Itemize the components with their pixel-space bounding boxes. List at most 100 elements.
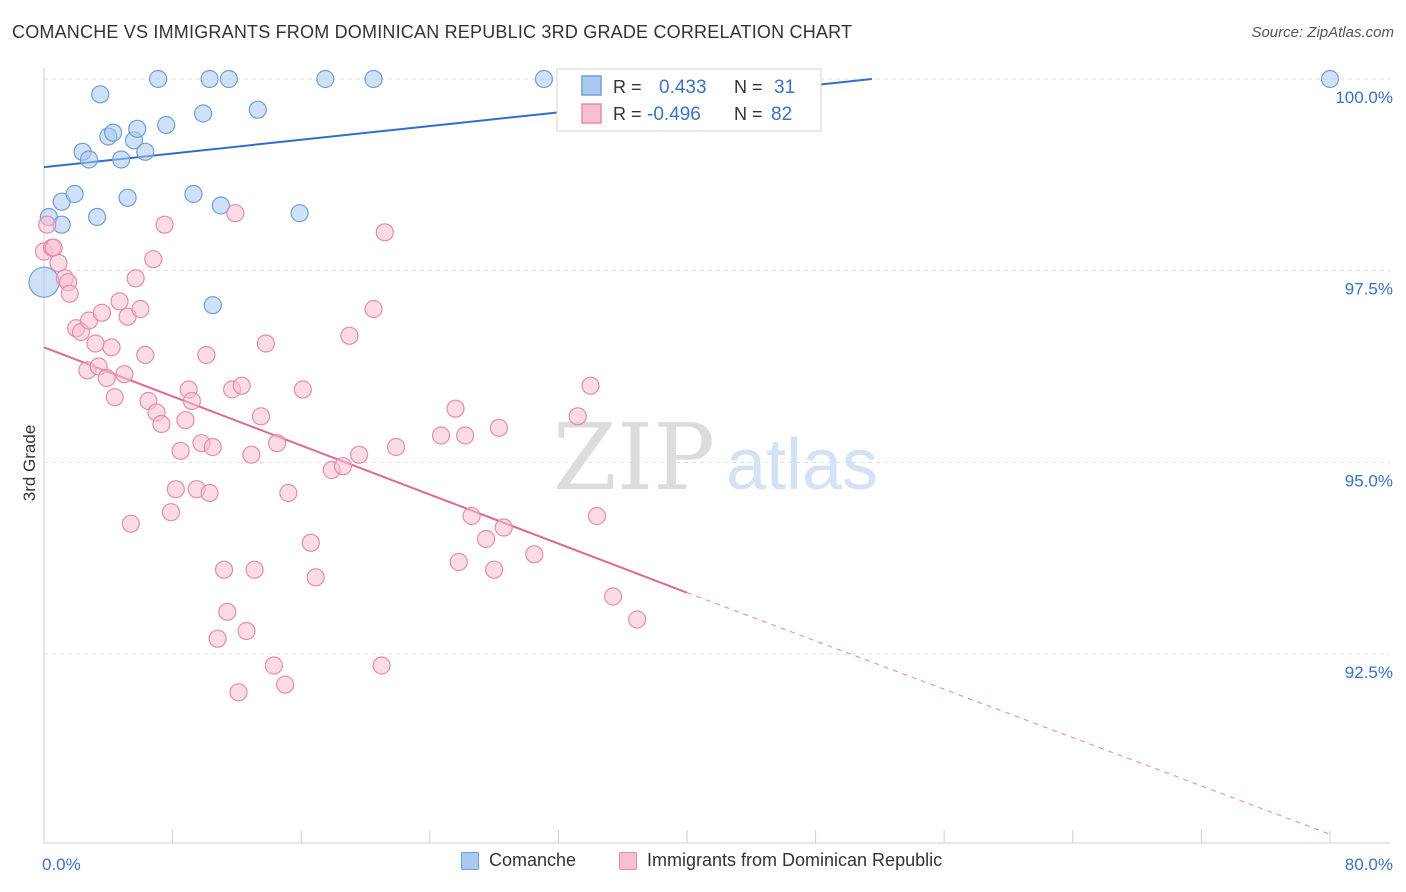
stats-n-value-2: 82 [771,104,792,125]
pink-data-point [200,483,219,503]
pink-data-point [176,411,195,430]
blue-data-point [28,266,60,298]
pink-data-point [568,407,587,426]
legend-label-comanche: Comanche [489,850,577,870]
pink-data-point [446,399,465,418]
blue-data-point [112,150,131,169]
pink-data-point [102,338,121,357]
pink-data-point [456,426,475,445]
pink-data-point [301,533,320,552]
pink-data-point [126,269,145,288]
pink-data-point [264,656,283,675]
pink-data-point [276,675,295,694]
stats-r-value-1: 0.433 [659,77,707,98]
x-tick-label-max: 80.0% [1345,855,1393,874]
pink-data-point [476,529,496,549]
pink-data-point [245,560,264,579]
pink-data-point [340,326,359,345]
stats-n-value-1: 31 [774,77,795,98]
pink-data-point [226,204,245,223]
blue-data-point [91,85,110,104]
pink-data-point [603,587,623,606]
pink-data-point [372,656,391,675]
stats-r-label-1: R = [613,77,642,97]
y-axis-title: 3rd Grade [20,425,39,502]
pink-data-point [462,506,481,526]
pink-data-point [131,299,150,319]
pink-data-point [232,376,251,395]
chart-title: COMANCHE VS IMMIGRANTS FROM DOMINICAN RE… [12,22,853,42]
pink-data-point [144,250,163,269]
pink-data-point [431,426,451,445]
blue-data-point [79,150,99,169]
blue-data-point [200,69,219,89]
pink-data-point [525,545,544,564]
pink-data-point [237,621,256,641]
y-tick-label: 92.5% [1345,663,1393,682]
y-tick-label: 100.0% [1335,88,1393,107]
x-tick-label-min: 0.0% [42,855,81,874]
pink-data-point [44,238,63,257]
pink-data-point [364,299,383,319]
pink-data-point [203,437,222,457]
blue-data-point [316,69,335,89]
blue-data-point [65,184,84,204]
pink-data-point [256,334,275,353]
stats-r-label-2: R = [613,104,642,124]
blue-data-point [104,123,123,142]
blue-data-point [248,100,267,119]
pink-data-point [60,284,79,303]
data-points [28,69,1340,702]
pink-data-point [152,414,171,434]
pink-data-point [229,683,248,702]
pink-data-point [267,434,287,453]
pink-data-point [581,376,600,395]
blue-data-point [364,69,383,89]
y-tick-label: 97.5% [1345,280,1393,299]
blue-data-point [219,69,238,89]
blue-data-point [157,115,176,135]
pink-data-point [485,560,504,579]
blue-data-point [149,69,168,89]
stats-swatch-pink [581,103,602,124]
blue-data-point [290,204,309,223]
pink-data-point [293,380,312,399]
pink-data-point [121,514,140,533]
pink-data-point [166,480,185,499]
blue-data-point [194,104,213,123]
pink-data-point [136,345,155,365]
axes: 92.5% 95.0% 97.5% 100.0% 0.0% 80.0% [42,68,1393,874]
pink-data-point [349,445,369,464]
pink-data-point [242,445,261,464]
pink-data-point [279,483,298,503]
pink-data-point [110,292,129,311]
blue-data-point [203,296,222,315]
blue-data-point [1320,69,1340,89]
legend-item-dominican[interactable]: Immigrants from Dominican Republic [619,850,942,871]
pink-data-point [489,418,509,437]
pink-data-point [182,391,201,411]
pink-data-point [218,602,237,621]
blue-data-point [87,207,107,227]
pink-data-point [86,334,105,353]
pink-data-point [208,629,227,648]
blue-data-point [128,119,147,138]
legend-item-comanche[interactable]: Comanche [461,850,576,871]
source-label: Source: ZipAtlas.com [1251,24,1394,41]
blue-data-point [211,196,230,215]
legend-swatch-blue [461,851,479,870]
watermark-atlas: atlas [726,425,878,505]
watermark: ZIP atlas [553,404,878,511]
blue-data-point [136,142,155,161]
legend-swatch-pink [619,851,637,870]
pink-data-point [214,560,234,579]
pink-data-point [105,388,124,407]
blue-data-point [534,69,554,89]
pink-data-point [628,610,647,629]
pink-data-point [333,457,353,476]
pink-data-point [449,552,468,572]
pink-data-point [197,345,216,365]
pink-data-point [171,441,190,460]
pink-data-point [587,506,607,526]
